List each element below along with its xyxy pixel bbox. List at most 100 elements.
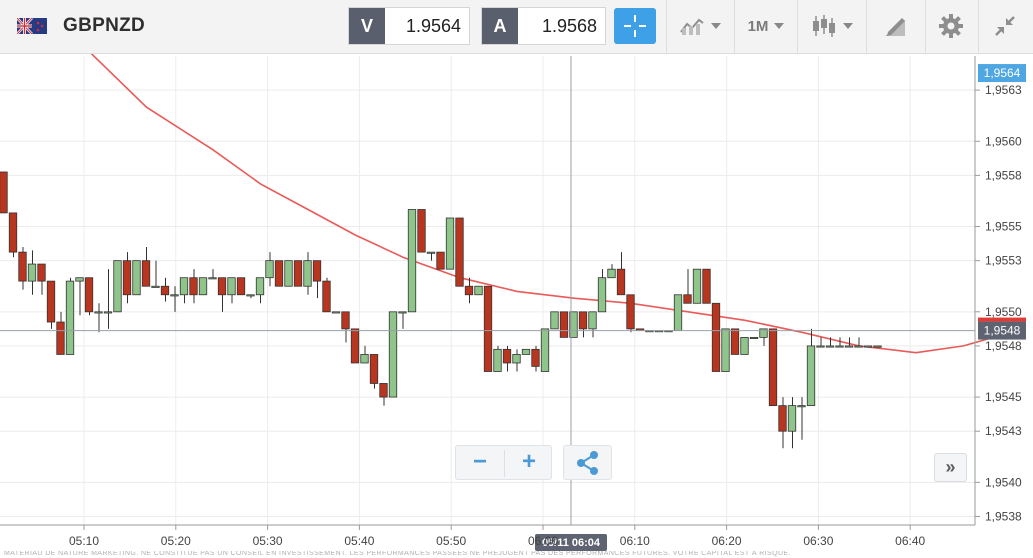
bearish-candle — [436, 251, 445, 270]
toolbar-separator — [925, 0, 926, 54]
bearish-candle — [502, 348, 512, 364]
bearish-candle — [730, 328, 740, 355]
bullish-candle — [94, 311, 103, 314]
bearish-candle — [293, 260, 303, 287]
y-tick-label: 1,9540 — [985, 475, 1022, 489]
bearish-candle — [369, 354, 379, 384]
collapse-button[interactable] — [984, 8, 1026, 44]
crosshair-price-tag — [978, 321, 1026, 340]
settings-button[interactable] — [931, 8, 971, 44]
bearish-candle — [217, 277, 227, 296]
bullish-candle — [407, 209, 417, 313]
toolbar-separator — [978, 0, 979, 54]
bearish-candle — [626, 294, 635, 330]
bullish-candle — [303, 260, 312, 287]
bullish-candle — [863, 345, 873, 348]
bearish-candle — [531, 348, 540, 367]
bearish-candle — [84, 277, 94, 313]
zoom-out-button[interactable]: − — [456, 446, 504, 479]
bearish-candle — [141, 260, 151, 287]
moving-average-layer — [90, 54, 1012, 354]
bullish-candle — [597, 277, 607, 313]
crosshair-button[interactable] — [614, 8, 656, 44]
x-tick-label: 05:10 — [69, 534, 99, 548]
x-tick-label: 05:20 — [161, 534, 191, 548]
candle-style-button[interactable] — [804, 8, 860, 44]
crosshair-icon — [624, 15, 646, 37]
bearish-candle — [18, 251, 27, 282]
drawing-tools-button[interactable] — [872, 8, 918, 44]
red-marker — [978, 317, 1026, 322]
y-tick-label: 1,9545 — [985, 390, 1022, 404]
scroll-to-latest-button[interactable]: » — [934, 453, 967, 482]
bearish-candle — [160, 285, 170, 296]
bullish-candle — [208, 277, 217, 280]
bearish-candle — [189, 277, 198, 296]
bearish-candle — [46, 280, 56, 323]
bullish-candle — [65, 280, 75, 355]
bullish-candle — [246, 294, 255, 297]
bullish-candle — [512, 354, 521, 364]
bullish-candle — [721, 328, 730, 372]
toolbar-separator — [797, 0, 798, 54]
ask-label: A — [482, 8, 518, 44]
crosshair-price-label: 1,9548 — [984, 324, 1021, 338]
uk-nz-flag-icon — [17, 18, 47, 34]
bearish-candle — [778, 405, 787, 432]
y-tick-label: 1,9538 — [985, 509, 1022, 523]
bullish-candle — [360, 354, 369, 364]
bid-price-button[interactable]: V 1.9564 — [348, 7, 470, 45]
bearish-candle — [8, 212, 18, 253]
bearish-candle — [37, 263, 46, 282]
bearish-candle — [483, 285, 493, 372]
bearish-candle — [350, 328, 360, 364]
bearish-candle — [379, 383, 388, 398]
y-tick-label: 1,9563 — [985, 83, 1022, 97]
crosshair-time-tag — [535, 534, 607, 551]
bid-price: 1.9564 — [405, 16, 461, 36]
bearish-candle — [455, 217, 464, 287]
y-tick-label: 1,9543 — [985, 424, 1022, 438]
bearish-candle — [56, 321, 65, 355]
crosshair-time-label: 05/11 06:04 — [542, 537, 601, 549]
bullish-candle — [540, 328, 550, 372]
candles-layer — [0, 171, 882, 449]
bullish-candle — [607, 268, 616, 279]
ask-price-button[interactable]: A 1.9568 — [481, 7, 606, 45]
zoom-in-button[interactable]: + — [505, 446, 553, 479]
bid-label: V — [349, 8, 385, 44]
timeframe-select[interactable]: 1M — [740, 8, 792, 44]
share-button[interactable] — [563, 445, 612, 480]
bullish-candle — [787, 405, 797, 432]
y-tick-label: 1,9560 — [985, 134, 1022, 148]
bearish-candle — [417, 209, 426, 253]
chart-toolbar: GBPNZD V 1.9564 A 1.9568 1M — [0, 0, 1033, 54]
chart-type-button[interactable] — [672, 8, 728, 44]
bullish-candle — [113, 260, 122, 313]
x-tick-label: 05:30 — [253, 534, 283, 548]
gear-icon — [939, 14, 963, 38]
chevron-down-icon — [774, 23, 785, 29]
axes-layer: 1,9538 1,9540 1,9543 1,9545 1,9548 1,9550 1,95… — [0, 56, 1022, 548]
timeframe-value: 1M — [747, 17, 769, 35]
ask-price: 1.9568 — [541, 16, 597, 36]
bullish-candle — [284, 260, 293, 287]
toolbar-separator — [666, 0, 667, 54]
bearish-candle — [559, 311, 569, 338]
x-tick-label: 06:30 — [803, 534, 833, 548]
chevron-down-icon — [843, 23, 853, 29]
chevron-down-icon — [711, 23, 721, 29]
y-tick-label: 1,9553 — [985, 254, 1022, 268]
bullish-candle — [179, 277, 189, 296]
bullish-candle — [569, 311, 578, 338]
bearish-candle — [312, 260, 322, 282]
bearish-candle — [122, 260, 132, 296]
chart-type-icon — [680, 18, 704, 35]
moving-average-line — [90, 54, 1012, 354]
bullish-candle — [759, 328, 768, 338]
zoom-separator — [504, 450, 505, 477]
bearish-candle — [768, 328, 778, 407]
zoom-controls: − + — [455, 445, 552, 480]
toolbar-separator — [866, 0, 867, 54]
